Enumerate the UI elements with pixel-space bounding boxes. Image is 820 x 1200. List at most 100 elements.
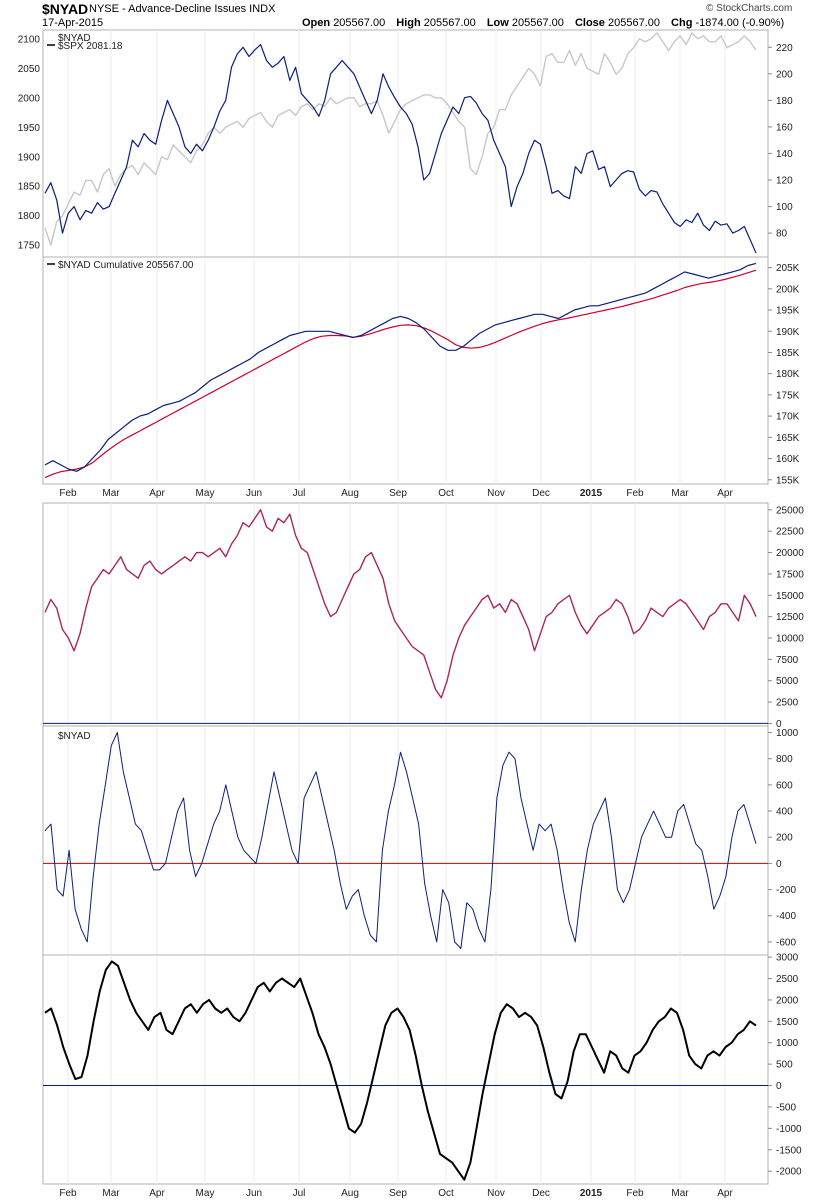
- x-axis-tick-label: May: [196, 1188, 215, 1199]
- right-axis-tick-label: 160K: [776, 454, 800, 465]
- left-axis-tick-label: 2050: [18, 64, 41, 75]
- chg-label: Chg: [671, 17, 693, 29]
- low-value: 205567.00: [511, 17, 564, 29]
- x-axis-tick-label: Jul: [293, 488, 306, 499]
- x-axis-tick-label: Jun: [246, 1188, 262, 1199]
- right-axis-tick-label: 0: [776, 719, 782, 730]
- close-value: 205567.00: [607, 17, 660, 29]
- symbol-title: $NYAD: [42, 1, 89, 17]
- x-axis-tick-label: Aug: [341, 1188, 359, 1199]
- right-axis-tick-label: 220: [776, 43, 793, 54]
- nyad-short-line: [44, 732, 757, 949]
- ohlc-readout: Open 205567.00 High 205567.00 Low 205567…: [302, 17, 792, 29]
- open-value: 205567.00: [333, 17, 386, 29]
- x-axis-tick-label: Mar: [671, 488, 689, 499]
- x-axis-tick-label: Feb: [626, 488, 644, 499]
- right-axis-tick-label: -500: [776, 1102, 796, 1113]
- chg-value: -1874.00 (-0.90%): [695, 17, 785, 29]
- right-axis-tick-label: -2000: [776, 1167, 802, 1178]
- legend-nyad-panel4: $NYAD: [58, 731, 91, 742]
- right-axis-tick-label: 190K: [776, 327, 800, 338]
- x-axis-tick-label: 2015: [580, 488, 603, 499]
- right-axis-tick-label: 175K: [776, 390, 800, 401]
- chart-date: 17-Apr-2015: [42, 17, 104, 29]
- panel-frame-5: [42, 954, 769, 1185]
- right-axis-tick-label: 1500: [776, 1017, 799, 1028]
- right-axis-tick-label: 600: [776, 780, 793, 791]
- x-axis-tick-label: Apr: [717, 1188, 733, 1199]
- right-axis-tick-label: 80: [776, 229, 788, 240]
- right-axis-tick-label: 2500: [776, 698, 799, 709]
- left-axis-tick-label: 1900: [18, 152, 41, 163]
- high-label: High: [396, 17, 421, 29]
- right-axis-tick-label: 20000: [776, 548, 804, 559]
- x-axis-tick-label: Feb: [59, 488, 77, 499]
- right-axis-tick-label: 3000: [776, 953, 799, 964]
- x-axis-tick-label: Dec: [532, 1188, 550, 1199]
- right-axis-tick-label: 120: [776, 176, 793, 187]
- x-axis-tick-label: Apr: [149, 1188, 165, 1199]
- right-axis-tick-label: 200: [776, 69, 793, 80]
- x-axis-tick-label: 2015: [580, 1188, 603, 1199]
- high-value: 205567.00: [423, 17, 476, 29]
- x-axis-tick-label: Feb: [59, 1188, 77, 1199]
- low-label: Low: [486, 17, 509, 29]
- right-axis-tick-label: 400: [776, 807, 793, 818]
- summation-line: [44, 960, 757, 1181]
- panel-frame-2: [42, 256, 769, 485]
- left-axis-tick-label: 2000: [18, 93, 41, 104]
- right-axis-tick-label: -1000: [776, 1124, 802, 1135]
- x-axis-tick-label: Mar: [102, 1188, 120, 1199]
- x-axis-tick-label: Nov: [487, 488, 505, 499]
- x-axis-tick-label: Jul: [293, 1188, 306, 1199]
- right-axis-tick-label: 165K: [776, 433, 800, 444]
- open-label: Open: [302, 17, 331, 29]
- legend-spx: $SPX 2081.18: [58, 41, 123, 52]
- x-axis-tick-label: Oct: [438, 488, 454, 499]
- right-axis-tick-label: 1000: [776, 728, 799, 739]
- stockcharts-brand: © StockCharts.com: [706, 3, 793, 14]
- x-axis-tick-label: May: [196, 488, 215, 499]
- left-axis-tick-label: 2100: [18, 34, 41, 45]
- right-axis-tick-label: 180: [776, 96, 793, 107]
- right-axis-tick-label: 12500: [776, 612, 804, 623]
- right-axis-tick-label: 100: [776, 202, 793, 213]
- right-axis-tick-label: 2000: [776, 995, 799, 1006]
- legend-nyad: $NYAD: [58, 33, 91, 44]
- right-axis-tick-label: 140: [776, 149, 793, 160]
- right-axis-tick-label: 205K: [776, 263, 800, 274]
- x-axis-tick-label: Mar: [102, 488, 120, 499]
- right-axis-tick-label: 0: [776, 859, 782, 870]
- right-axis-tick-label: 1000: [776, 1038, 799, 1049]
- right-axis-tick-label: 195K: [776, 306, 800, 317]
- x-axis-tick-label: Sep: [389, 488, 407, 499]
- right-axis-tick-label: -1500: [776, 1145, 802, 1156]
- spx-line: [44, 32, 757, 246]
- panel-frame-1: [42, 29, 769, 258]
- chart-header: $NYAD NYSE - Advance-Decline Issues INDX…: [0, 0, 820, 30]
- right-axis-tick-label: 155K: [776, 475, 800, 486]
- x-axis-tick-label: Mar: [671, 1188, 689, 1199]
- right-axis-tick-label: 0: [776, 1081, 782, 1092]
- right-axis-tick-label: -400: [776, 911, 796, 922]
- right-axis-tick-label: 200: [776, 833, 793, 844]
- x-axis-tick-label: Sep: [389, 1188, 407, 1199]
- right-axis-tick-label: 170K: [776, 412, 800, 423]
- left-axis-tick-label: 1750: [18, 241, 41, 252]
- right-axis-tick-label: 200K: [776, 284, 800, 295]
- cumulative-line: [44, 262, 757, 472]
- x-axis-tick-label: Nov: [487, 1188, 505, 1199]
- x-axis-tick-label: Apr: [717, 488, 733, 499]
- oscillator-line: [44, 509, 757, 699]
- right-axis-tick-label: 2500: [776, 974, 799, 985]
- right-axis-tick-label: 185K: [776, 348, 800, 359]
- left-axis-tick-label: 1800: [18, 211, 41, 222]
- symbol-description: NYSE - Advance-Decline Issues INDX: [89, 3, 276, 15]
- left-axis-tick-label: 1850: [18, 182, 41, 193]
- right-axis-tick-label: 22500: [776, 527, 804, 538]
- right-axis-tick-label: 160: [776, 122, 793, 133]
- right-axis-tick-label: 10000: [776, 633, 804, 644]
- close-label: Close: [574, 17, 605, 29]
- right-axis-tick-label: -600: [776, 937, 796, 948]
